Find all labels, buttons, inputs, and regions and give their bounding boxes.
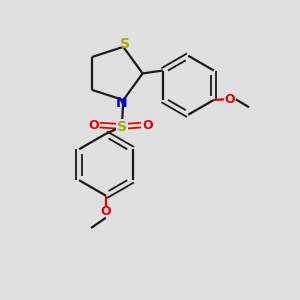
Text: O: O: [100, 205, 111, 218]
Text: O: O: [88, 118, 99, 132]
Text: O: O: [142, 118, 153, 132]
Text: N: N: [116, 96, 128, 110]
Text: O: O: [225, 93, 235, 106]
Text: S: S: [120, 37, 130, 51]
Text: S: S: [117, 119, 127, 134]
